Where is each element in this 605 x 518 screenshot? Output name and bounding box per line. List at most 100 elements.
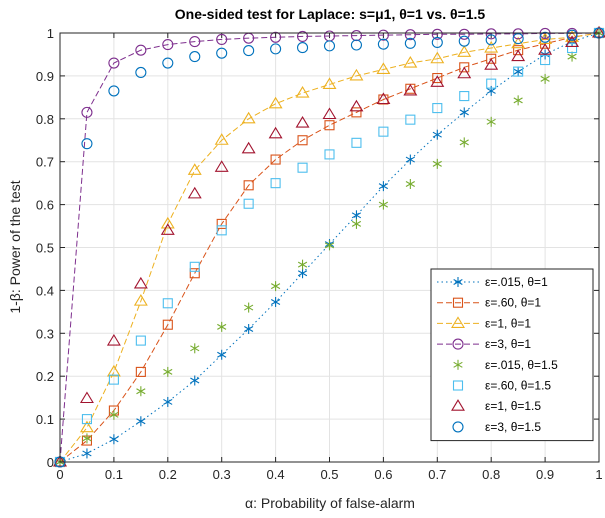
asterisk-stroke: [351, 220, 362, 227]
data-point: [214, 133, 229, 145]
data-point: [270, 154, 281, 165]
data-point: [351, 210, 362, 221]
data-point: [452, 338, 464, 350]
data-point: [160, 216, 175, 229]
data-point: [163, 366, 173, 377]
data-point: [136, 386, 146, 397]
series-5: [54, 27, 605, 468]
data-point: [349, 99, 364, 112]
data-point: [322, 77, 337, 90]
data-point: [81, 414, 92, 425]
asterisk-stroke: [540, 75, 550, 82]
data-point: [133, 294, 148, 306]
data-point: [243, 180, 254, 191]
data-point: [109, 434, 119, 445]
legend-item: ε=.60, θ=1.5: [452, 379, 551, 393]
y-tick-label: 0.2: [36, 369, 54, 384]
data-point: [511, 49, 526, 62]
data-point: [82, 448, 92, 459]
y-tick-label: 0: [47, 455, 54, 470]
data-point: [377, 38, 389, 50]
data-point: [458, 35, 470, 47]
data-point: [243, 45, 255, 57]
data-point: [351, 107, 362, 118]
data-point: [484, 58, 499, 70]
data-point: [297, 162, 308, 173]
legend-item: ε=3, θ=1.5: [452, 420, 541, 434]
asterisk-stroke: [136, 388, 146, 395]
asterisk-stroke: [244, 326, 254, 332]
data-point: [160, 223, 175, 235]
asterisk-stroke: [459, 109, 469, 116]
data-point: [268, 96, 283, 109]
data-point: [53, 454, 67, 467]
legend-item: ε=3, θ=1: [437, 337, 531, 351]
data-point: [431, 28, 443, 40]
data-point: [135, 366, 146, 377]
data-point: [217, 349, 227, 360]
x-tick-label: 0.6: [374, 467, 392, 482]
data-point: [190, 343, 200, 354]
asterisk-stroke: [567, 53, 577, 60]
data-point: [459, 107, 469, 118]
data-point: [452, 297, 464, 308]
data-point: [216, 33, 228, 45]
data-point: [457, 66, 472, 79]
plot-frame: [59, 32, 600, 463]
y-axis-label: 1-β: Power of the test: [7, 180, 23, 313]
series-1: [54, 27, 605, 468]
data-point: [377, 29, 389, 41]
data-point: [136, 416, 146, 427]
data-point: [216, 218, 227, 229]
asterisk-stroke: [82, 435, 92, 442]
data-point: [297, 135, 308, 146]
data-point: [351, 137, 362, 148]
asterisk-stroke: [163, 368, 173, 375]
data-point: [106, 333, 121, 346]
data-point: [452, 421, 464, 433]
chart-title: One-sided test for Laplace: s=μ1, θ=1 vs…: [175, 6, 486, 22]
data-point: [540, 73, 550, 84]
asterisk-stroke: [244, 304, 254, 311]
data-point: [189, 268, 200, 279]
x-tick-label: 0: [56, 467, 63, 482]
x-tick-label: 0.8: [482, 467, 500, 482]
data-point: [296, 42, 309, 54]
asterisk-stroke: [297, 270, 308, 277]
data-point: [350, 39, 363, 51]
x-axis-label: α: Probability of false-alarm: [245, 495, 415, 511]
data-point: [162, 57, 174, 69]
series-line: [59, 32, 600, 463]
data-point: [378, 181, 389, 192]
data-point: [539, 31, 551, 43]
data-point: [244, 324, 254, 335]
asterisk-stroke: [453, 361, 463, 368]
asterisk-stroke: [432, 160, 442, 167]
series-line: [59, 32, 600, 463]
data-point: [405, 179, 415, 190]
asterisk-stroke: [378, 183, 389, 190]
asterisk-stroke: [405, 156, 415, 163]
data-point: [162, 39, 174, 51]
y-tick-label: 0.1: [36, 412, 54, 427]
asterisk-stroke: [217, 323, 227, 330]
data-point: [565, 30, 580, 42]
x-tick-label: 1: [595, 467, 602, 482]
asterisk-stroke: [432, 131, 442, 138]
asterisk-stroke: [486, 87, 496, 94]
data-point: [189, 261, 200, 272]
x-tick-label: 0.5: [320, 467, 338, 482]
data-point: [135, 44, 147, 56]
asterisk-stroke: [82, 450, 92, 457]
data-point: [486, 53, 497, 64]
y-tick-label: 0.6: [36, 198, 54, 213]
asterisk-stroke: [453, 279, 463, 285]
data-point: [189, 51, 201, 63]
y-tick-label: 0.8: [36, 112, 54, 127]
series-line: [59, 32, 600, 463]
data-point: [376, 62, 391, 75]
data-point: [324, 149, 335, 160]
y-tick-label: 0.4: [36, 283, 54, 298]
asterisk-stroke: [109, 436, 119, 443]
